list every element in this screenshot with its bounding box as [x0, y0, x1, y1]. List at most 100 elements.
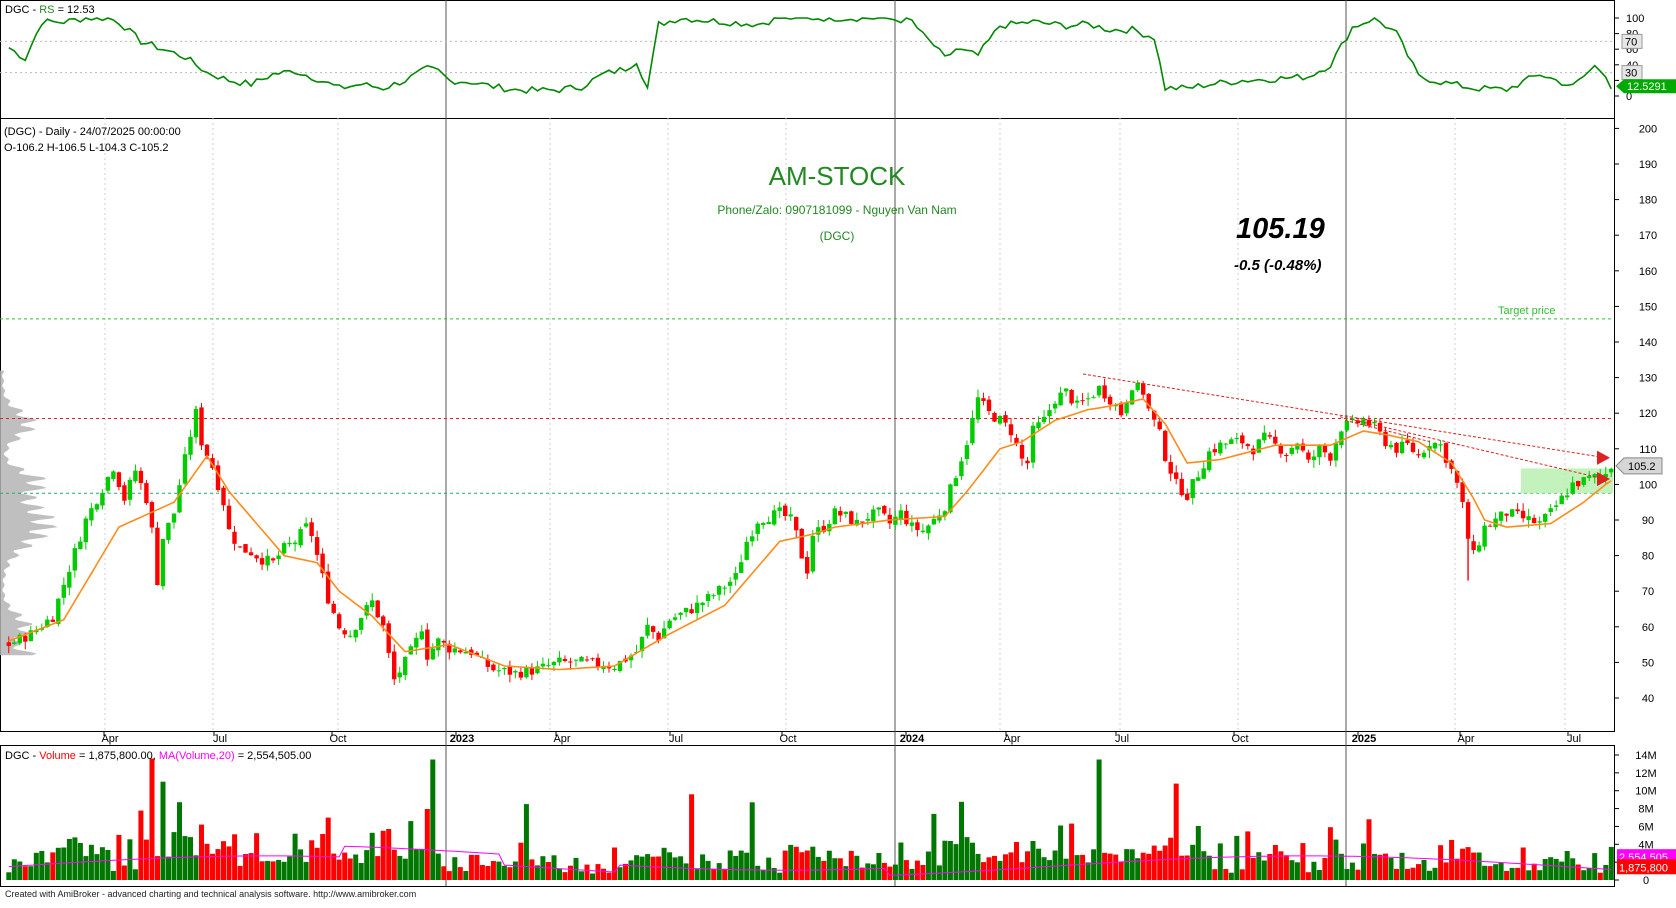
volume-bar — [1091, 849, 1097, 880]
footer-credit: Created with AmiBroker - advanced charti… — [5, 889, 416, 899]
trend-line-2 — [1339, 416, 1606, 480]
volume-bar — [94, 854, 100, 880]
volume-bar — [931, 813, 937, 880]
candle-body — [414, 637, 419, 648]
volume-bar — [892, 864, 898, 880]
candle-body — [23, 635, 28, 642]
candle-body — [1152, 410, 1157, 420]
candle-body — [83, 518, 88, 543]
volume-bar — [1179, 855, 1185, 880]
volume-bar — [579, 871, 584, 880]
volume-bar — [545, 862, 551, 880]
rs-level-70-badge — [1621, 33, 1643, 49]
volume-bar — [1597, 872, 1603, 880]
volume-bar — [793, 846, 799, 880]
candle-body — [975, 397, 981, 420]
volume-bar — [474, 854, 480, 880]
candle-body — [1019, 445, 1025, 459]
volume-bar — [314, 847, 320, 880]
volume-bar — [1300, 843, 1306, 880]
volume-bar — [595, 864, 601, 880]
candle-body — [871, 509, 876, 522]
candle-body — [1185, 493, 1190, 500]
volume-bar — [1256, 852, 1262, 880]
candle-body — [469, 649, 474, 655]
volume-bar — [959, 801, 964, 880]
candle-body — [458, 650, 463, 653]
volume-bar — [1294, 862, 1300, 880]
volume-bar — [1239, 869, 1245, 880]
candle-body — [821, 525, 826, 532]
candle-body — [149, 502, 155, 528]
volume-bar — [22, 866, 28, 880]
candle-body — [1003, 415, 1008, 423]
volume-bar — [755, 865, 761, 880]
candle-body — [1416, 454, 1421, 456]
candle-body — [1537, 521, 1542, 523]
volume-bar — [1322, 858, 1328, 880]
candle-body — [1372, 421, 1377, 424]
candle-body — [348, 635, 353, 637]
volume-bar — [953, 844, 959, 880]
price-axis-label: 60 — [1642, 622, 1654, 634]
candle-body — [1157, 421, 1162, 430]
volume-bar — [601, 868, 606, 880]
candle-body — [986, 399, 992, 411]
volume-bar — [138, 810, 144, 880]
candle-body — [1509, 509, 1515, 517]
candle-body — [89, 508, 94, 521]
volume-bar — [1460, 848, 1466, 880]
candle-body — [529, 668, 535, 675]
volume-bar — [430, 759, 436, 880]
volume-bar — [832, 858, 838, 880]
volume-bar — [639, 856, 645, 880]
volume-bar — [997, 860, 1003, 880]
volume-bar — [1410, 867, 1416, 880]
candle-body — [1498, 511, 1504, 521]
volume-bar — [149, 758, 155, 880]
volume-bar — [1311, 861, 1317, 880]
volume-bar — [1234, 835, 1240, 880]
volume-bar — [562, 872, 568, 880]
candle-body — [590, 658, 595, 660]
x-axis-label: Jul — [1115, 733, 1129, 745]
volume-bar — [28, 866, 34, 880]
candle-body — [67, 571, 72, 588]
volume-bar — [1465, 847, 1471, 880]
candle-body — [1174, 472, 1179, 479]
candle-body — [551, 661, 557, 666]
volume-bar — [568, 865, 573, 880]
rs-level-30-label: 30 — [1625, 68, 1637, 80]
x-axis-label: Oct — [779, 733, 796, 745]
candle-body — [766, 522, 771, 524]
volume-axis-label: 6M — [1638, 821, 1653, 833]
volume-bar — [479, 865, 485, 880]
candle-body — [661, 628, 667, 639]
volume-profile — [0, 370, 58, 656]
watermark-symbol: (DGC) — [820, 229, 855, 243]
volume-bar — [1476, 852, 1482, 880]
volume-bar — [446, 871, 452, 880]
volume-bar — [760, 869, 766, 880]
watermark-contact: Phone/Zalo: 0907181099 - Nguyen Van Nam — [717, 203, 956, 217]
candle-body — [909, 522, 915, 526]
candle-body — [1377, 422, 1383, 432]
volume-bar — [551, 855, 557, 880]
volume-bar — [490, 861, 496, 880]
candle-body — [865, 519, 870, 521]
volume-bar — [419, 848, 425, 880]
volume-bar — [903, 860, 909, 880]
price-axis-label: 120 — [1639, 408, 1657, 420]
volume-axis-label: 4M — [1638, 839, 1653, 851]
volume-bar — [843, 866, 849, 880]
volume-bar — [1553, 858, 1559, 880]
candle-body — [876, 507, 881, 510]
volume-bar — [77, 843, 83, 880]
volume-axis-label: 12M — [1635, 768, 1656, 780]
volume-bar — [1581, 870, 1587, 880]
volume-bar — [336, 859, 342, 880]
candle-body — [425, 629, 430, 660]
candle-body — [617, 661, 623, 671]
